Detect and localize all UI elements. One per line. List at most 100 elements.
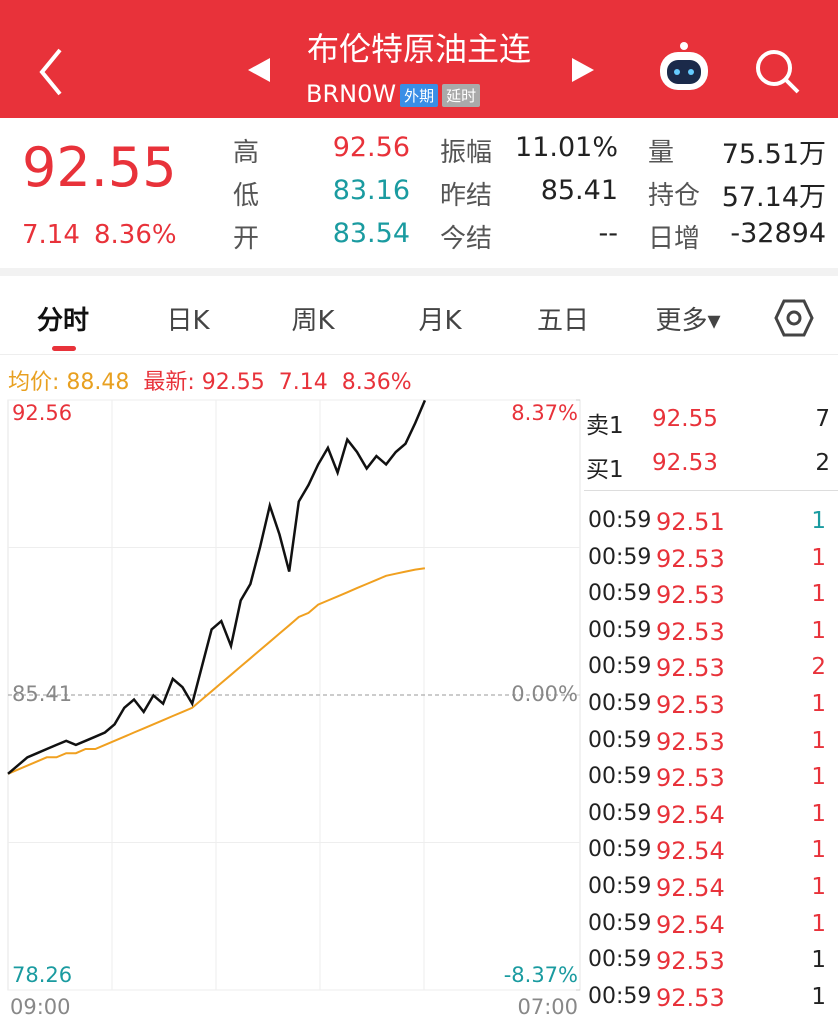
info-change: 7.14 [278,370,328,395]
trade-price: 92.54 [656,910,725,939]
y2-tick-label: 0.00% [511,682,578,706]
stat-label: 开 [233,224,260,254]
book-volume: 2 [815,450,830,476]
search-icon[interactable] [756,50,800,94]
trade-time: 00:59 [588,544,652,570]
latest-label: 最新: 92.55 [143,370,265,395]
robot-icon[interactable] [660,42,708,90]
trade-time: 00:59 [588,617,652,643]
tab[interactable]: 月K [418,306,462,336]
trade-price: 92.51 [656,508,725,536]
trade-volume: 1 [811,727,826,754]
y-tick-label: 85.41 [12,682,72,706]
badge: 外期 [400,83,439,107]
stat-label: 低 [233,181,260,211]
info-pct: 8.36% [341,370,412,395]
divider [0,354,838,355]
trade-volume: 1 [811,983,826,1010]
trade-volume: 1 [811,617,826,644]
trade-volume: 1 [811,874,826,900]
trade-price: 92.53 [656,764,725,793]
trade-time: 00:59 [588,874,652,899]
trade-time: 00:59 [588,764,652,790]
tab[interactable]: 五日 [536,306,589,336]
chart: 78.26 85.41 92.56 8.37% 0.00% -8.37% 09:00 07:0… [7,399,581,1019]
trade-price: 92.53 [656,654,725,683]
trade-volume: 1 [811,544,826,571]
trade-price: 92.53 [656,947,725,976]
code-row: BRN0W 外期 延时 [306,80,481,108]
stat-value: 92.56 [332,132,410,163]
stat-value: 57.14万 [721,182,826,213]
tab[interactable]: 日K [166,306,210,336]
trade-price: 92.53 [656,617,725,646]
info-line: 均价: 88.48 最新: 92.55 7.14 8.36% [8,364,412,396]
tab[interactable]: 分时 [36,306,89,336]
trade-price: 92.54 [656,800,725,829]
trade-time: 00:59 [588,508,652,533]
trade-time: 00:59 [588,727,652,753]
tab-indicator [52,346,76,351]
price-line [7,567,426,775]
price: 92.55 [22,136,177,199]
tab[interactable]: 更多▾ [655,306,721,336]
trade-time: 00:59 [588,983,652,1009]
divider [584,490,838,491]
trade-volume: 2 [811,654,826,681]
trade-volume: 1 [811,910,826,937]
change-pct: 8.36% [94,220,177,250]
stat-value: -- [598,218,619,249]
book-side: 卖1 [586,413,624,439]
stat-value: 75.51万 [721,139,826,170]
stat-value: 83.16 [332,175,410,206]
book-price: 92.55 [652,406,718,432]
trade-price: 92.53 [656,983,725,1012]
prev-button[interactable] [248,58,270,82]
settings-icon[interactable] [774,298,814,338]
stat-value: -32894 [730,218,826,249]
stat-value: 11.01% [515,132,618,163]
x-tick-label: 09:00 [10,995,71,1019]
trade-volume: 1 [811,800,826,827]
tab[interactable]: 周K [291,306,335,336]
stat-label: 日增 [648,224,701,254]
trade-price: 92.53 [656,544,725,573]
x-tick-label: 07:00 [517,995,578,1019]
trade-time: 00:59 [588,800,652,826]
stat-value: 85.41 [540,175,618,206]
stat-label: 振幅 [440,138,493,168]
trade-price: 92.53 [656,727,725,756]
stat-label: 高 [233,138,260,168]
trade-time: 00:59 [588,910,652,936]
trade-volume: 1 [811,508,826,534]
back-button[interactable] [39,48,62,96]
trade-time: 00:59 [588,691,652,716]
next-button[interactable] [572,58,594,82]
title: 布伦特原油主连 [306,30,531,68]
trade-volume: 1 [811,581,826,608]
y-tick-label: 92.56 [12,401,72,425]
header-icons [39,42,800,96]
trade-time: 00:59 [588,837,652,863]
stat-label: 持仓 [648,181,701,211]
divider [0,268,838,276]
code: BRN0W [306,80,397,108]
trade-volume: 1 [811,764,826,791]
stat-label: 昨结 [440,181,493,211]
change: 7.14 [22,220,80,250]
badge: 延时 [442,83,481,107]
stat-label: 今结 [440,224,493,254]
y2-tick-label: -8.37% [504,963,578,987]
avg-label: 均价: 88.48 [8,370,130,395]
y-tick-label: 78.26 [12,963,72,987]
book-volume: 7 [815,406,830,432]
trade-price: 92.53 [656,691,725,719]
trade-time: 00:59 [588,581,652,607]
trade-price: 92.54 [656,874,725,902]
trade-time: 00:59 [588,947,652,973]
trade-price: 92.54 [656,837,725,866]
trade-time: 00:59 [588,654,652,680]
trade-volume: 1 [811,837,826,864]
y2-tick-label: 8.37% [511,401,578,425]
